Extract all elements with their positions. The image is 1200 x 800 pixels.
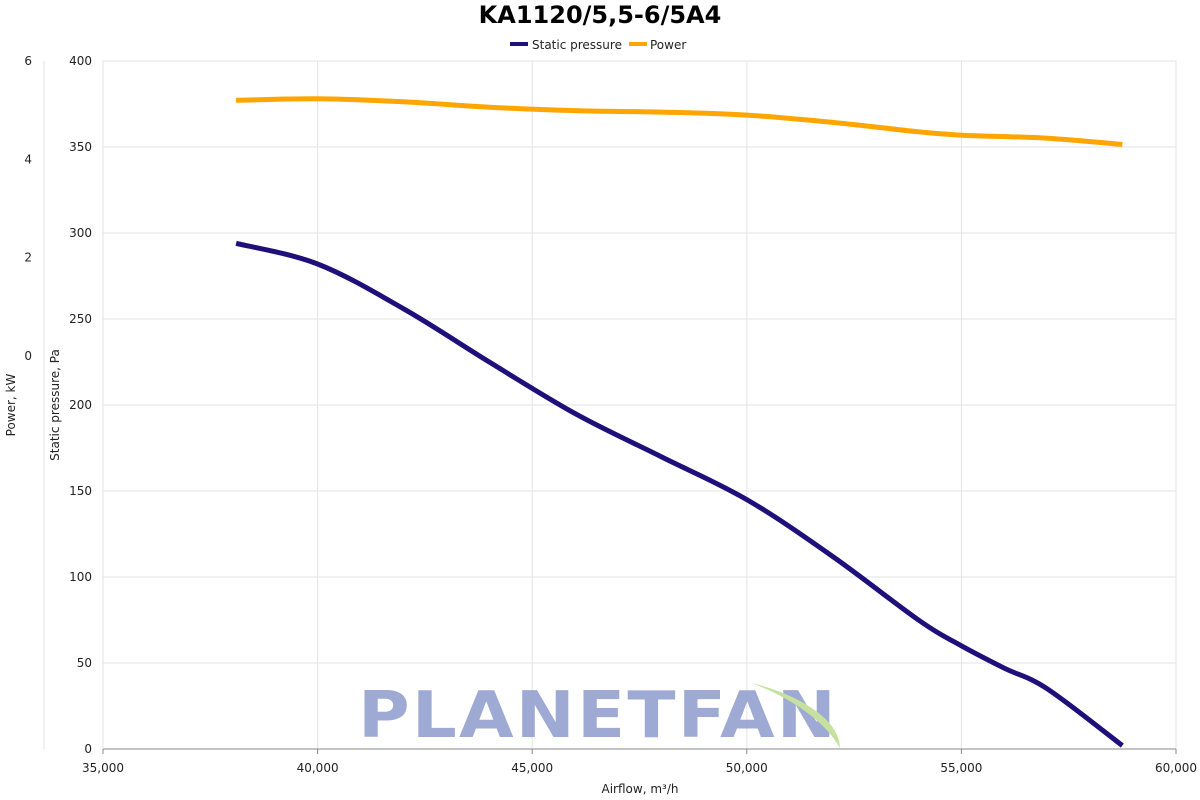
axes: 35,000 40,000 45,000 50,000 55,000 60,000 0 50 1…	[24, 54, 1197, 775]
legend-swatch-static-pressure	[510, 42, 528, 46]
chart-title: KA1120/5,5-6/5A4	[479, 1, 722, 29]
watermark: PLANETFAN	[358, 679, 840, 753]
legend-item-power[interactable]: Power	[629, 38, 686, 52]
power-tick-label: 2	[24, 251, 32, 265]
legend: Static pressure Power	[510, 38, 686, 52]
x-tick-label: 55,000	[940, 761, 982, 775]
y-axis-label-pressure: Static pressure, Pa	[48, 349, 62, 461]
pressure-tick-label: 300	[69, 226, 92, 240]
series	[235, 96, 1124, 748]
legend-label-power: Power	[650, 38, 686, 52]
grid	[102, 60, 1177, 750]
pressure-tick-label: 250	[69, 312, 92, 326]
x-axis-label: Airflow, m³/h	[602, 782, 679, 796]
x-tick-label: 40,000	[297, 761, 339, 775]
pressure-tick-label: 400	[69, 54, 92, 68]
pressure-tick-label: 200	[69, 398, 92, 412]
y-axis-label-power: Power, kW	[4, 374, 18, 437]
pressure-tick-label: 100	[69, 570, 92, 584]
pressure-tick-label: 150	[69, 484, 92, 498]
x-tick-label: 45,000	[511, 761, 553, 775]
series-line-static-pressure[interactable]	[235, 240, 1124, 748]
pressure-tick-label: 0	[84, 742, 92, 756]
legend-label-static-pressure: Static pressure	[532, 38, 622, 52]
power-tick-label: 4	[24, 152, 32, 166]
legend-swatch-power	[629, 42, 647, 46]
x-tick-label: 50,000	[726, 761, 768, 775]
legend-item-static-pressure[interactable]: Static pressure	[510, 38, 622, 52]
x-tick-label: 35,000	[82, 761, 124, 775]
series-line-power[interactable]	[236, 96, 1123, 147]
power-tick-label: 0	[24, 349, 32, 363]
watermark-logo: PLANETFAN	[358, 679, 838, 753]
pressure-tick-label: 350	[69, 140, 92, 154]
pressure-tick-label: 50	[77, 656, 92, 670]
power-tick-label: 6	[24, 54, 32, 68]
x-tick-label: 60,000	[1155, 761, 1197, 775]
